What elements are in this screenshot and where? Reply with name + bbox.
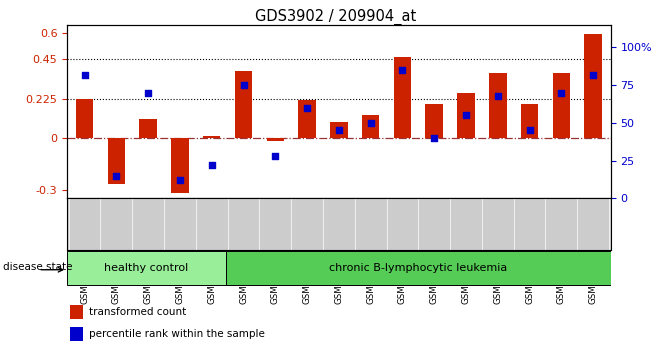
Bar [330, 122, 348, 138]
Point [207, 162, 217, 168]
Point [524, 127, 535, 133]
Point [397, 67, 408, 73]
Bar [235, 71, 252, 138]
Point [79, 72, 90, 78]
Bar [171, 138, 189, 193]
Bar [457, 93, 474, 138]
Bar [70, 305, 83, 319]
Bar [362, 115, 379, 138]
Text: percentile rank within the sample: percentile rank within the sample [89, 329, 265, 339]
Bar [203, 136, 221, 138]
Point [588, 72, 599, 78]
Bar [553, 73, 570, 138]
Bar [140, 119, 157, 138]
Point [429, 135, 440, 141]
Bar [489, 73, 507, 138]
Bar [521, 104, 538, 138]
Bar [425, 104, 443, 138]
Bar [266, 138, 284, 141]
Text: transformed count: transformed count [89, 307, 186, 317]
Point [174, 177, 185, 183]
Point [270, 153, 280, 159]
Bar [107, 138, 125, 184]
Text: GDS3902 / 209904_at: GDS3902 / 209904_at [255, 9, 416, 25]
Bar [76, 98, 93, 138]
Bar [70, 327, 83, 341]
Bar [394, 57, 411, 138]
Bar [67, 251, 226, 285]
Point [460, 113, 471, 118]
Point [556, 90, 567, 96]
Bar [299, 100, 316, 138]
Bar [226, 251, 611, 285]
Point [238, 82, 249, 88]
Bar [584, 34, 602, 138]
Point [302, 105, 313, 110]
Text: disease state: disease state [3, 262, 73, 272]
Point [333, 127, 344, 133]
Point [493, 93, 503, 98]
Text: chronic B-lymphocytic leukemia: chronic B-lymphocytic leukemia [329, 263, 507, 273]
Text: healthy control: healthy control [105, 263, 189, 273]
Point [111, 173, 121, 178]
Point [143, 90, 154, 96]
Point [365, 120, 376, 126]
